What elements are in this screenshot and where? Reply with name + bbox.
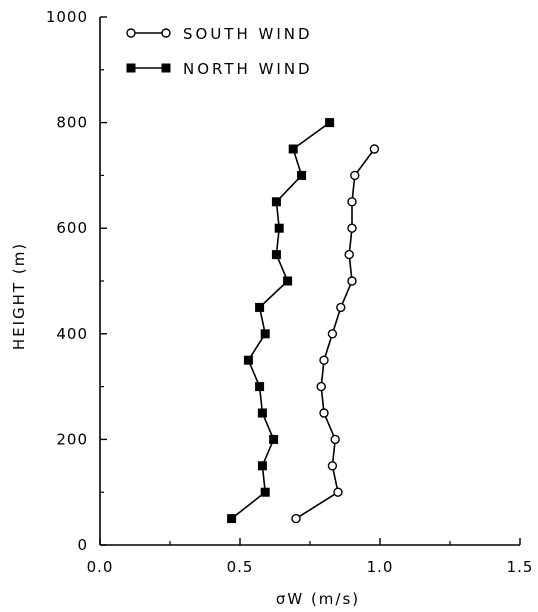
y-tick-label: 600 xyxy=(56,219,88,237)
legend-label: SOUTH WIND xyxy=(183,25,313,43)
south-wind-point xyxy=(347,223,357,233)
north-wind-point xyxy=(260,487,270,497)
south-wind-point xyxy=(319,355,329,365)
north-wind-point xyxy=(257,461,267,471)
south-wind-point xyxy=(347,197,357,207)
north-wind-point xyxy=(269,434,279,444)
legend-item-south-wind: SOUTH WIND xyxy=(126,25,313,43)
south-wind-point xyxy=(327,461,338,471)
south-wind-point xyxy=(350,170,360,181)
north-wind-point xyxy=(325,118,335,128)
north-wind-point xyxy=(255,382,265,392)
north-wind-point xyxy=(271,197,281,207)
y-tick-label: 1000 xyxy=(46,8,88,26)
south-wind-point xyxy=(344,249,354,260)
north-wind-point xyxy=(260,329,270,339)
legend-marker xyxy=(126,28,136,38)
axes xyxy=(99,17,520,546)
south-wind-point xyxy=(333,487,343,497)
south-wind-point xyxy=(336,302,346,313)
south-wind-point xyxy=(316,381,326,392)
north-wind-point xyxy=(255,302,265,312)
north-wind-point xyxy=(283,276,293,286)
legend: SOUTH WIND NORTH WIND xyxy=(126,25,313,78)
north-wind-point xyxy=(288,144,298,154)
south-wind-point xyxy=(327,329,338,339)
y-tick-label: 200 xyxy=(56,430,88,448)
y-tick-label: 800 xyxy=(56,114,88,132)
north-wind-line xyxy=(231,121,331,520)
x-tick-label: 1.0 xyxy=(367,558,394,576)
y-tick-label: 400 xyxy=(56,325,88,343)
x-tick-label: 0.0 xyxy=(87,558,114,576)
north-wind-point xyxy=(257,408,267,418)
legend-marker xyxy=(161,28,171,38)
south-wind-point xyxy=(330,434,340,445)
x-tick-label: 1.5 xyxy=(507,558,534,576)
south-wind-point xyxy=(291,513,301,524)
south-wind-point xyxy=(319,408,329,418)
north-wind-point xyxy=(243,355,253,365)
legend-marker xyxy=(161,63,171,73)
north-wind-point xyxy=(274,223,284,233)
y-tick-label: 0 xyxy=(77,536,88,554)
legend-label: NORTH WIND xyxy=(183,60,313,78)
y-axis-title: HEIGHT (m) xyxy=(10,242,28,350)
legend-marker xyxy=(126,63,136,73)
north-wind-point xyxy=(297,170,307,180)
south-wind-point xyxy=(347,276,357,286)
north-wind-point xyxy=(271,250,281,260)
north-wind-series xyxy=(227,118,335,524)
south-wind-series xyxy=(291,144,380,524)
north-wind-point xyxy=(227,514,237,524)
ticks: 0 200 400 600 800 1000 0.0 0.5 1.0 1.5 xyxy=(46,8,534,576)
x-axis-title: σW (m/s) xyxy=(276,590,360,608)
series-layer xyxy=(227,118,380,524)
x-tick-label: 0.5 xyxy=(227,558,254,576)
legend-item-north-wind: NORTH WIND xyxy=(126,60,313,78)
south-wind-point xyxy=(369,144,380,154)
